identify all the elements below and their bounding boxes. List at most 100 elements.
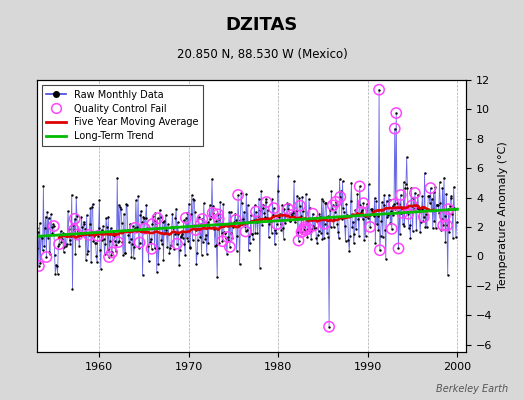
Point [335,176,344,183]
Point [444,206,453,212]
Point [312,234,321,241]
Point [389,212,397,218]
Point [320,235,328,242]
Point [214,211,222,218]
Point [238,219,247,225]
Point [309,210,317,217]
Point [398,210,407,216]
Point [195,226,203,232]
Point [187,211,195,218]
Point [43,209,51,216]
Point [96,247,104,253]
Point [341,238,350,244]
Point [374,213,382,219]
Point [295,195,303,201]
Point [113,175,122,181]
Point [432,201,441,208]
Point [135,245,143,252]
Point [140,225,149,232]
Point [78,224,86,230]
Point [429,189,438,195]
Point [423,224,431,230]
Point [250,202,259,208]
Point [179,217,188,224]
Point [115,202,123,208]
Point [445,229,453,236]
Point [133,226,141,232]
Point [376,247,384,253]
Point [383,214,391,220]
Point [318,196,326,202]
Point [258,205,267,212]
Point [221,230,229,236]
Point [370,195,379,201]
Point [150,218,158,224]
Point [235,222,243,229]
Point [168,211,177,218]
Text: DZITAS: DZITAS [226,16,298,34]
Point [256,264,264,271]
Point [50,223,58,229]
Point [381,226,389,233]
Point [325,324,333,330]
Point [186,244,194,251]
Point [132,197,140,204]
Point [341,222,349,229]
Point [80,218,88,225]
Point [399,221,407,227]
Point [66,241,74,248]
Point [379,202,388,208]
Point [203,219,212,226]
Point [217,223,225,229]
Point [357,209,365,215]
Point [359,200,368,206]
Point [52,263,61,270]
Point [438,185,446,191]
Point [223,234,232,240]
Point [193,250,201,257]
Point [253,230,261,236]
Point [407,184,416,191]
Point [359,200,368,206]
Point [34,229,42,235]
Point [173,219,182,226]
Point [284,206,292,212]
Point [123,202,131,208]
Point [352,226,360,232]
Point [156,214,165,220]
Point [298,194,307,200]
Point [411,190,419,196]
Point [330,224,338,230]
Point [144,242,152,249]
Point [204,240,212,246]
Point [198,216,206,222]
Point [154,261,162,267]
Point [355,183,364,190]
Point [323,213,332,220]
Point [157,236,166,243]
Point [450,184,458,190]
Point [390,125,399,132]
Point [134,193,143,199]
Point [86,205,94,212]
Point [91,240,99,246]
Point [214,211,222,218]
Point [82,257,90,263]
Point [170,246,178,252]
Point [300,226,308,232]
Point [64,208,72,214]
Point [51,271,60,277]
Point [402,181,410,187]
Point [365,212,374,219]
Point [431,184,439,191]
Point [200,220,209,226]
Point [170,231,179,237]
Point [54,243,62,250]
Point [110,230,118,236]
Point [302,191,310,198]
Point [70,227,78,233]
Point [104,213,113,220]
Point [413,192,422,198]
Point [101,241,110,247]
Point [240,208,248,215]
